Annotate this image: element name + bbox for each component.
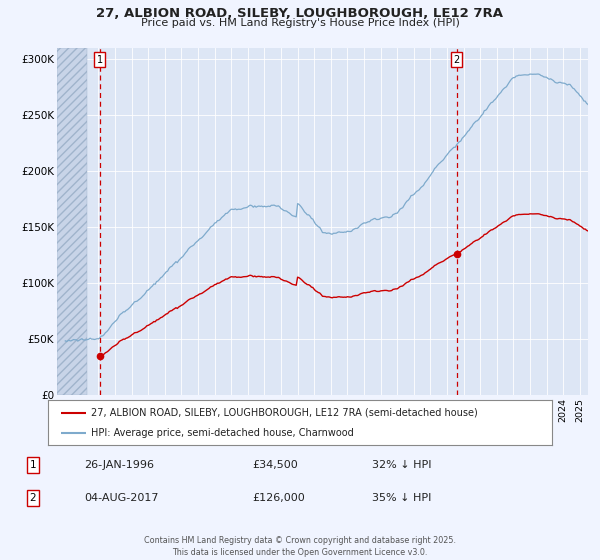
Text: Price paid vs. HM Land Registry's House Price Index (HPI): Price paid vs. HM Land Registry's House … xyxy=(140,18,460,29)
Text: 2: 2 xyxy=(454,55,460,65)
Text: 1: 1 xyxy=(29,460,37,470)
Text: £34,500: £34,500 xyxy=(252,460,298,470)
Text: 27, ALBION ROAD, SILEBY, LOUGHBOROUGH, LE12 7RA: 27, ALBION ROAD, SILEBY, LOUGHBOROUGH, L… xyxy=(97,7,503,20)
Text: £126,000: £126,000 xyxy=(252,493,305,503)
Text: HPI: Average price, semi-detached house, Charnwood: HPI: Average price, semi-detached house,… xyxy=(91,428,353,438)
Text: 04-AUG-2017: 04-AUG-2017 xyxy=(84,493,158,503)
Text: 27, ALBION ROAD, SILEBY, LOUGHBOROUGH, LE12 7RA (semi-detached house): 27, ALBION ROAD, SILEBY, LOUGHBOROUGH, L… xyxy=(91,408,478,418)
Text: 2: 2 xyxy=(29,493,37,503)
Text: Contains HM Land Registry data © Crown copyright and database right 2025.
This d: Contains HM Land Registry data © Crown c… xyxy=(144,536,456,557)
Text: 35% ↓ HPI: 35% ↓ HPI xyxy=(372,493,431,503)
Text: 32% ↓ HPI: 32% ↓ HPI xyxy=(372,460,431,470)
Text: 1: 1 xyxy=(97,55,103,65)
Text: 26-JAN-1996: 26-JAN-1996 xyxy=(84,460,154,470)
Bar xyxy=(57,48,87,395)
